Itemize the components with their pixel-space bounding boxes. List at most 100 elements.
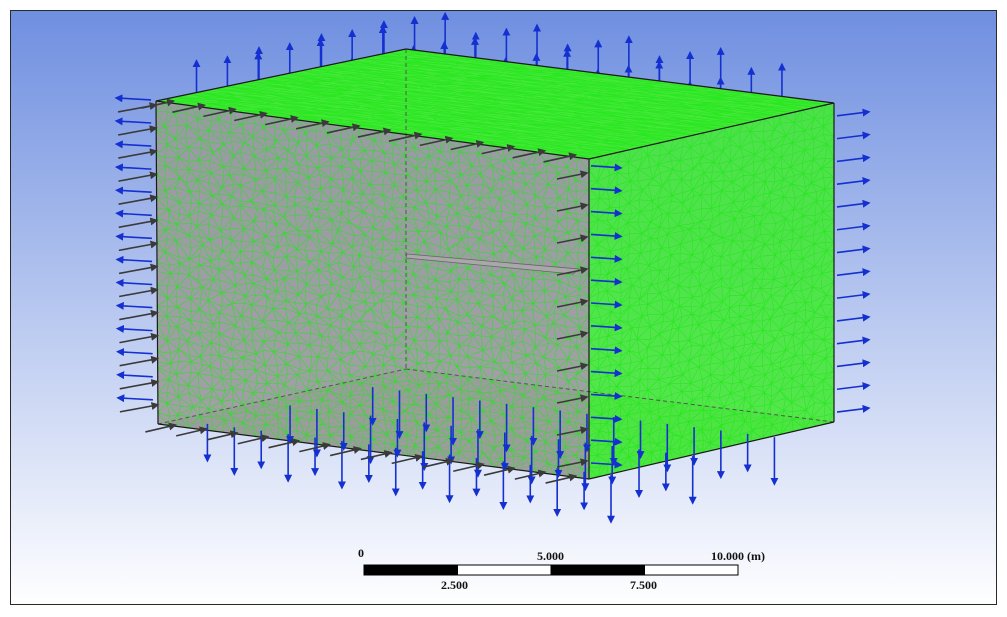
front-face[interactable] xyxy=(155,100,590,480)
boundary-arrow-184 xyxy=(512,148,547,159)
boundary-arrow-185 xyxy=(514,469,547,480)
boundary-arrow-161 xyxy=(145,422,177,433)
top-face[interactable] xyxy=(155,48,835,160)
boundary-arrow-169 xyxy=(268,438,301,449)
boundary-arrow-127 xyxy=(119,355,160,367)
boundary-arrow-181 xyxy=(453,461,485,473)
boundary-arrow-150 xyxy=(836,313,871,322)
boundary-arrow-168 xyxy=(265,115,299,126)
boundary-arrow-107 xyxy=(118,125,158,136)
boundary-arrow-160 xyxy=(141,98,176,109)
graphics-viewport[interactable]: 0 5.000 10.000 (m) 2.500 7.500 xyxy=(10,10,997,605)
boundary-arrow-182 xyxy=(481,144,516,155)
boundary-arrow-190 xyxy=(556,234,589,244)
boundary-arrow-106 xyxy=(114,117,152,126)
boundary-arrow-108 xyxy=(114,140,152,149)
boundary-arrow-135 xyxy=(590,186,623,195)
scale-label-5000: 5.000 xyxy=(537,549,564,563)
scale-label-2500: 2.500 xyxy=(441,578,468,592)
boundary-arrow-139 xyxy=(590,232,623,240)
right-face[interactable] xyxy=(588,102,835,480)
boundary-arrow-195 xyxy=(556,394,589,404)
boundary-arrow-166 xyxy=(234,110,268,122)
boundary-arrow-191 xyxy=(556,266,589,276)
boundary-arrow-149 xyxy=(590,346,623,355)
boundary-arrow-177 xyxy=(391,453,424,465)
scale-label-10000: 10.000 (m) xyxy=(711,549,765,563)
boundary-arrow-125 xyxy=(119,332,160,344)
boundary-arrow-143 xyxy=(590,277,623,286)
boundary-arrow-114 xyxy=(115,209,152,218)
scale-segment-0 xyxy=(363,564,458,576)
boundary-arrow-120 xyxy=(115,278,153,287)
boundary-arrow-180 xyxy=(450,139,485,151)
boundary-arrow-140 xyxy=(836,199,871,208)
boundary-arrow-172 xyxy=(326,123,361,134)
boundary-arrow-173 xyxy=(329,446,362,457)
boundary-arrow-126 xyxy=(116,348,153,357)
model-view[interactable] xyxy=(11,11,997,605)
boundary-arrow-141 xyxy=(590,254,623,263)
boundary-arrow-167 xyxy=(237,434,270,445)
boundary-arrow-179 xyxy=(422,457,455,469)
boundary-arrow-178 xyxy=(419,135,454,147)
boundary-arrow-115 xyxy=(118,217,159,229)
boundary-arrow-186 xyxy=(543,152,578,163)
boundary-arrow-146 xyxy=(836,268,871,277)
boundary-arrow-133 xyxy=(590,163,623,172)
boundary-arrow-112 xyxy=(115,186,152,195)
scale-bar xyxy=(363,564,739,576)
boundary-arrow-128 xyxy=(116,371,153,380)
boundary-arrow-153 xyxy=(590,392,623,400)
boundary-arrow-196 xyxy=(556,426,589,436)
boundary-arrow-119 xyxy=(118,263,159,275)
boundary-arrow-118 xyxy=(115,255,153,264)
scale-label-0: 0 xyxy=(358,546,364,560)
scale-segment-1 xyxy=(457,564,552,576)
boundary-arrow-175 xyxy=(360,450,393,461)
boundary-arrows-front xyxy=(117,98,779,524)
boundary-arrow-147 xyxy=(590,323,623,332)
boundary-arrow-142 xyxy=(836,222,871,231)
boundary-arrow-136 xyxy=(836,154,871,163)
inner-plate[interactable] xyxy=(405,253,581,275)
scale-segment-2 xyxy=(550,564,645,576)
boundary-arrow-138 xyxy=(836,177,871,185)
boundary-arrow-145 xyxy=(590,300,623,309)
mesh-domain-box[interactable] xyxy=(155,48,835,480)
boundary-arrow-130 xyxy=(116,394,153,403)
boundary-arrow-188 xyxy=(556,170,589,180)
boundary-arrow-171 xyxy=(299,442,331,453)
boundary-arrow-192 xyxy=(556,298,589,308)
boundary-arrow-163 xyxy=(175,426,208,437)
scale-label-7500: 7.500 xyxy=(630,578,657,592)
boundary-arrow-111 xyxy=(118,171,159,182)
boundary-arrow-189 xyxy=(556,202,589,212)
boundary-arrow-129 xyxy=(119,379,160,390)
boundary-arrow-151 xyxy=(590,369,623,378)
boundary-arrow-104 xyxy=(114,94,152,103)
boundary-arrow-174 xyxy=(357,127,392,138)
boundary-arrow-113 xyxy=(118,194,159,205)
boundary-arrow-162 xyxy=(172,102,206,113)
boundary-arrow-158 xyxy=(836,404,871,413)
boundary-arrow-176 xyxy=(388,131,423,142)
boundary-arrow-124 xyxy=(115,325,153,333)
boundary-arrow-137 xyxy=(590,209,623,218)
boundary-arrow-148 xyxy=(836,290,871,299)
boundary-arrow-156 xyxy=(836,382,871,391)
boundary-arrow-154 xyxy=(836,359,871,368)
boundary-arrow-121 xyxy=(119,286,159,298)
boundary-arrow-197 xyxy=(556,458,589,468)
boundary-arrow-144 xyxy=(836,245,871,254)
boundary-arrow-164 xyxy=(203,106,237,118)
boundary-arrow-116 xyxy=(115,232,152,241)
boundary-arrow-159 xyxy=(590,460,623,469)
boundary-arrow-117 xyxy=(118,240,159,252)
boundary-arrow-183 xyxy=(483,465,516,476)
boundary-arrow-155 xyxy=(590,414,623,423)
boundary-arrow-193 xyxy=(556,330,589,340)
boundary-arrow-187 xyxy=(545,473,578,484)
boundary-arrow-152 xyxy=(836,336,871,345)
boundary-arrow-123 xyxy=(119,309,159,321)
